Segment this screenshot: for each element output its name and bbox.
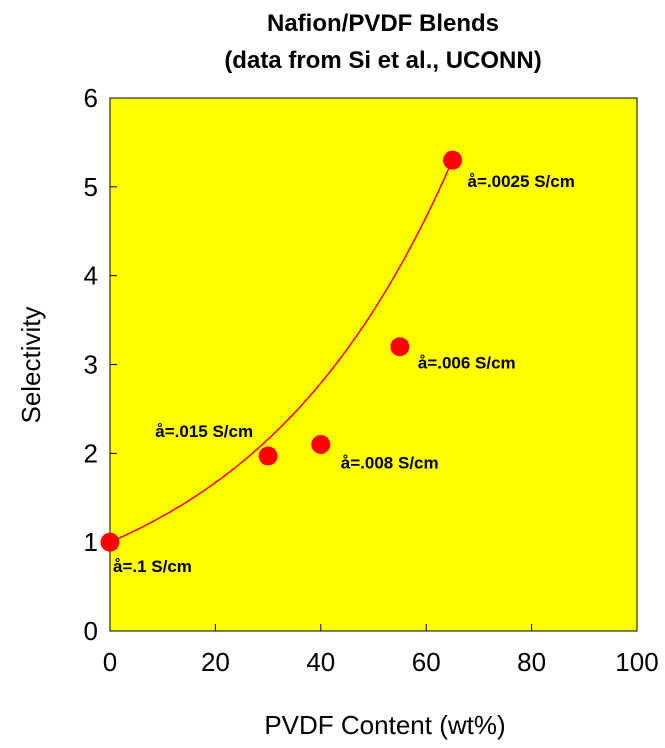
chart-title-line1: Nafion/PVDF Blends <box>267 10 499 37</box>
fit-curve-layer <box>109 159 454 543</box>
data-point <box>100 532 120 552</box>
fit-curve-line <box>109 159 454 543</box>
plot-area <box>109 97 638 632</box>
y-tick-label: 1 <box>84 527 98 557</box>
x-tick-label: 40 <box>306 647 335 677</box>
chart-title-line2: (data from Si et al., UCONN) <box>224 47 541 74</box>
x-tick-label: 20 <box>201 647 230 677</box>
annotations-layer: å=.1 S/cm å=.015 S/cm å=.008 S/cm å=.006 S/… <box>113 172 575 576</box>
y-tick-label: 3 <box>84 350 98 380</box>
point-annotation: å=.015 S/cm <box>155 422 253 441</box>
data-points-layer <box>100 150 463 552</box>
y-tick-label: 2 <box>84 438 98 468</box>
x-tick-label: 80 <box>517 647 546 677</box>
x-axis-label: PVDF Content (wt%) <box>264 710 505 740</box>
y-tick-label: 4 <box>84 261 98 291</box>
y-axis-label: Selectivity <box>16 306 46 423</box>
point-annotation: å=.006 S/cm <box>418 354 516 373</box>
data-point <box>311 434 331 454</box>
y-tick-label: 6 <box>84 83 98 113</box>
y-tick-label: 5 <box>84 172 98 202</box>
x-tick-label: 100 <box>615 647 658 677</box>
data-point <box>258 446 278 466</box>
data-point <box>443 150 463 170</box>
y-tick-label: 0 <box>84 616 98 646</box>
point-annotation: å=.0025 S/cm <box>468 172 575 191</box>
x-axis-ticks: 0 20 40 60 80 100 <box>103 624 659 677</box>
x-tick-label: 60 <box>412 647 441 677</box>
point-annotation: å=.008 S/cm <box>341 453 439 472</box>
x-tick-label: 0 <box>103 647 117 677</box>
y-axis-ticks: 0 1 2 3 4 5 6 <box>84 83 117 646</box>
data-point <box>390 337 410 357</box>
point-annotation: å=.1 S/cm <box>113 557 192 576</box>
